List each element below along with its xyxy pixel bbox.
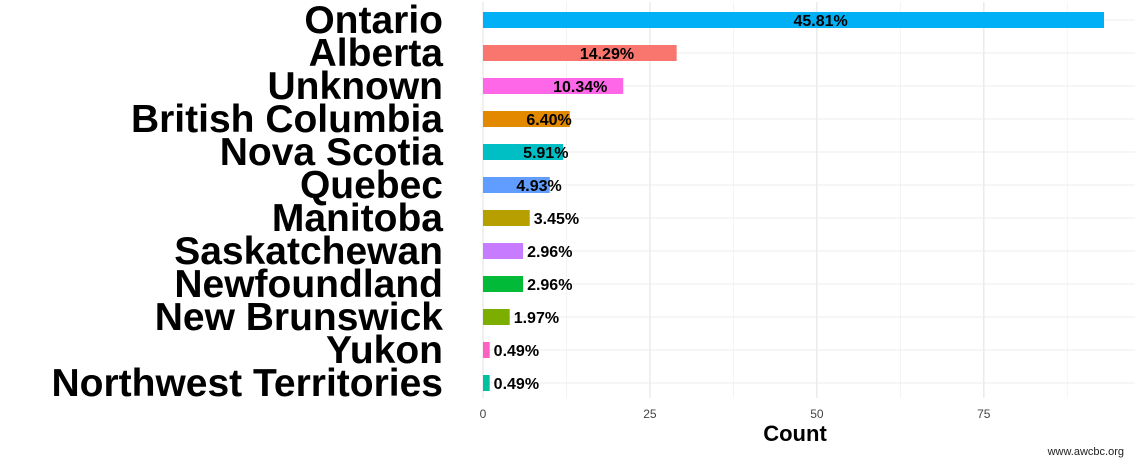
data-label: 0.49%	[494, 343, 539, 360]
bar	[483, 78, 624, 94]
data-labels: 45.81% 14.29% 10.34% 6.40% 5.91% 4.93% 3.45% 2.…	[494, 13, 848, 393]
bar	[483, 243, 524, 259]
bar	[483, 375, 490, 391]
data-label: 3.45%	[534, 211, 579, 228]
category-label: Quebec	[300, 164, 443, 207]
bar	[483, 342, 490, 358]
data-label: 2.96%	[527, 277, 572, 294]
category-label: Unknown	[268, 65, 443, 108]
x-tick-label: 0	[480, 407, 487, 421]
source-credit: www.awcbc.org	[1047, 446, 1124, 458]
bars	[483, 12, 1104, 391]
x-tick-label: 50	[810, 407, 824, 421]
category-label: Alberta	[309, 32, 444, 75]
data-label: 5.91%	[523, 145, 568, 162]
bar	[483, 111, 570, 127]
data-label: 1.97%	[514, 310, 559, 327]
bar	[483, 45, 677, 61]
x-axis-ticks: 0 25 50 75	[480, 407, 991, 421]
bar	[483, 12, 1104, 28]
category-label: Saskatchewan	[174, 230, 443, 273]
data-label: 4.93%	[516, 178, 561, 195]
category-label: Manitoba	[272, 197, 443, 240]
data-label: 0.49%	[494, 376, 539, 393]
x-tick-label: 25	[643, 407, 657, 421]
category-label: Yukon	[326, 329, 443, 372]
bar	[483, 210, 530, 226]
x-axis-title: Count	[763, 421, 827, 446]
category-label: Nova Scotia	[220, 131, 444, 174]
category-label: Ontario	[304, 0, 443, 42]
category-label: Newfoundland	[174, 263, 443, 306]
category-label: British Columbia	[131, 98, 443, 141]
data-label: 45.81%	[794, 13, 848, 30]
bar	[483, 144, 564, 160]
bar	[483, 177, 550, 193]
bar	[483, 309, 510, 325]
category-label: Northwest Territories	[51, 362, 443, 405]
bar	[483, 276, 524, 292]
data-label: 2.96%	[527, 244, 572, 261]
data-label: 14.29%	[580, 46, 634, 63]
category-label: New Brunswick	[155, 296, 444, 339]
data-label: 6.40%	[526, 112, 571, 129]
data-label: 10.34%	[553, 79, 607, 96]
x-tick-label: 75	[977, 407, 991, 421]
